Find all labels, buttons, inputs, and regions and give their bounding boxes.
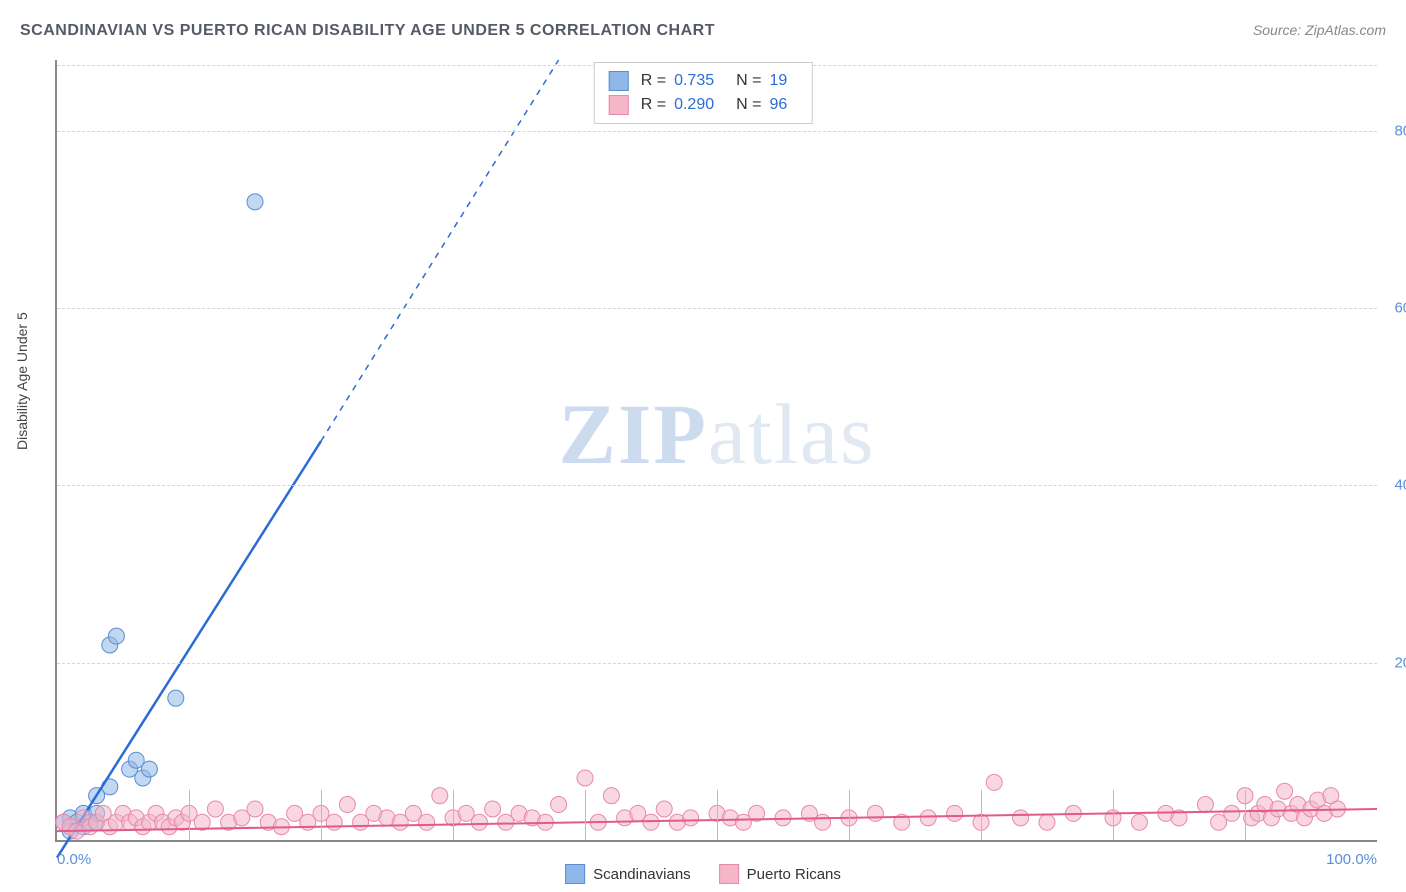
data-point — [471, 814, 487, 830]
legend-stat-row: R = 0.290 N = 96 — [609, 93, 798, 117]
legend-stat-row: R = 0.735 N = 19 — [609, 69, 798, 93]
plot-area: ZIPatlas 20.0%40.0%60.0%80.0%0.0%100.0% — [55, 60, 1377, 842]
r-value: 0.735 — [674, 69, 714, 93]
legend-item: Puerto Ricans — [719, 864, 841, 884]
y-tick-label: 60.0% — [1394, 300, 1406, 317]
x-tick-line — [1113, 790, 1114, 840]
data-point — [920, 810, 936, 826]
x-tick-label: 0.0% — [57, 851, 91, 868]
data-point — [1224, 805, 1240, 821]
x-tick-line — [453, 790, 454, 840]
chart-svg — [57, 60, 1377, 840]
legend-swatch — [609, 71, 629, 91]
data-point — [603, 788, 619, 804]
r-label: R = — [641, 93, 666, 117]
x-tick-label: 100.0% — [1326, 851, 1377, 868]
legend-label: Puerto Ricans — [747, 866, 841, 883]
data-point — [656, 801, 672, 817]
source-label: Source: ZipAtlas.com — [1253, 22, 1386, 38]
legend-swatch — [565, 864, 585, 884]
chart-title: SCANDINAVIAN VS PUERTO RICAN DISABILITY … — [20, 22, 715, 40]
data-point — [1039, 814, 1055, 830]
data-point — [1131, 814, 1147, 830]
data-point — [1013, 810, 1029, 826]
data-point — [247, 194, 263, 210]
data-point — [1197, 797, 1213, 813]
data-point — [1277, 783, 1293, 799]
data-point — [432, 788, 448, 804]
gridline — [57, 131, 1377, 132]
x-tick-line — [585, 790, 586, 840]
data-point — [326, 814, 342, 830]
data-point — [775, 810, 791, 826]
n-label: N = — [736, 93, 761, 117]
r-value: 0.290 — [674, 93, 714, 117]
data-point — [339, 797, 355, 813]
legend-item: Scandinavians — [565, 864, 691, 884]
legend-series: Scandinavians Puerto Ricans — [565, 864, 841, 884]
legend-statistics: R = 0.735 N = 19 R = 0.290 N = 96 — [594, 62, 813, 124]
data-point — [815, 814, 831, 830]
legend-label: Scandinavians — [593, 866, 691, 883]
data-point — [986, 774, 1002, 790]
data-point — [867, 805, 883, 821]
y-tick-label: 20.0% — [1394, 654, 1406, 671]
x-tick-line — [981, 790, 982, 840]
y-tick-label: 40.0% — [1394, 477, 1406, 494]
x-tick-line — [189, 790, 190, 840]
x-tick-line — [717, 790, 718, 840]
x-tick-line — [321, 790, 322, 840]
data-point — [683, 810, 699, 826]
data-point — [141, 761, 157, 777]
gridline — [57, 663, 1377, 664]
n-value: 96 — [769, 93, 787, 117]
data-point — [247, 801, 263, 817]
n-value: 19 — [769, 69, 787, 93]
y-tick-label: 80.0% — [1394, 122, 1406, 139]
x-tick-line — [849, 790, 850, 840]
data-point — [419, 814, 435, 830]
r-label: R = — [641, 69, 666, 93]
n-label: N = — [736, 69, 761, 93]
gridline — [57, 485, 1377, 486]
legend-swatch — [719, 864, 739, 884]
legend-swatch — [609, 95, 629, 115]
x-tick-line — [1245, 790, 1246, 840]
data-point — [485, 801, 501, 817]
data-point — [947, 805, 963, 821]
data-point — [108, 628, 124, 644]
gridline — [57, 308, 1377, 309]
trend-line-extrapolated — [321, 60, 559, 441]
data-point — [168, 690, 184, 706]
data-point — [643, 814, 659, 830]
data-point — [207, 801, 223, 817]
data-point — [551, 797, 567, 813]
data-point — [577, 770, 593, 786]
y-axis-label: Disability Age Under 5 — [14, 312, 30, 450]
